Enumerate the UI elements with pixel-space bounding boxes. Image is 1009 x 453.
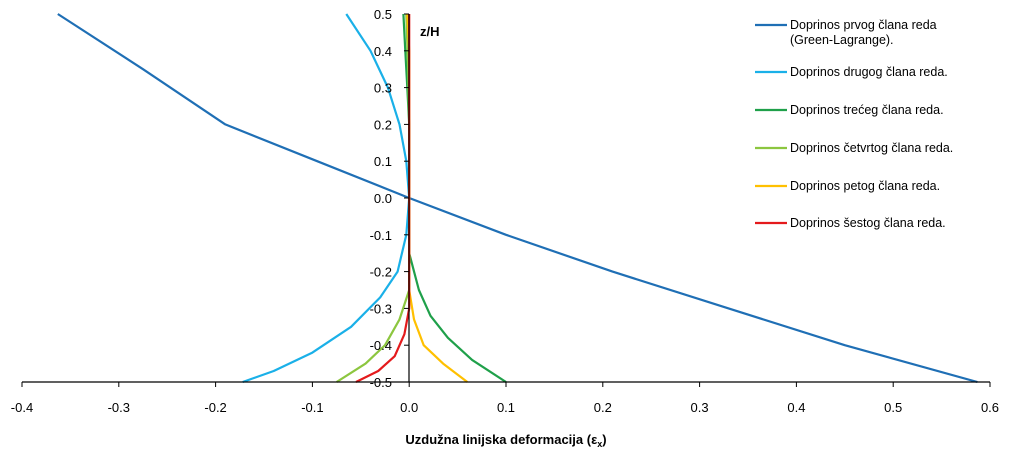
y-tick-label: 0.5 (374, 7, 392, 22)
legend-label-3: Doprinos trećeg člana reda. (790, 103, 944, 117)
y-tick-label: -0.2 (370, 265, 392, 280)
x-axis-title: Uzdužna linijska deformacija (εx) (405, 432, 606, 449)
series-line-3 (402, 13, 507, 383)
x-tick-label: -0.2 (204, 400, 226, 415)
y-tick-label: -0.5 (370, 375, 392, 390)
x-tick-label: 0.2 (594, 400, 612, 415)
x-tick-label: 0.1 (497, 400, 515, 415)
y-tick-label: 0.2 (374, 117, 392, 132)
x-tick-label: -0.3 (108, 400, 130, 415)
y-axis-title: z/H (420, 24, 440, 39)
y-tick-label: 0.3 (374, 81, 392, 96)
y-tick-label: 0.0 (374, 191, 392, 206)
legend-label-4: Doprinos četvrtog člana reda. (790, 141, 953, 155)
x-tick-label: 0.3 (691, 400, 709, 415)
y-tick-label: -0.1 (370, 228, 392, 243)
ticks-layer: -0.4 -0.3 -0.2 -0.1 0.0 0.1 0.2 0.3 0.4 0.5 0.6 0.5… (11, 7, 999, 415)
y-tick-label: -0.4 (370, 338, 392, 353)
legend: Doprinos prvog člana reda(Green-Lagrange… (755, 18, 953, 230)
series-line-1 (57, 13, 978, 384)
y-tick-label: 0.1 (374, 154, 392, 169)
y-tick-label: -0.3 (370, 301, 392, 316)
series-line-5 (406, 13, 468, 383)
x-tick-label: 0.0 (400, 400, 418, 415)
legend-label-6: Doprinos šestog člana reda. (790, 216, 946, 230)
legend-label-2: Doprinos drugog člana reda. (790, 65, 948, 79)
x-tick-label: -0.1 (301, 400, 323, 415)
x-tick-label: 0.5 (884, 400, 902, 415)
x-tick-label: -0.4 (11, 400, 33, 415)
x-tick-label: 0.6 (981, 400, 999, 415)
legend-label-1-line2: (Green-Lagrange). (790, 33, 894, 47)
x-tick-label: 0.4 (787, 400, 805, 415)
y-tick-label: 0.4 (374, 44, 392, 59)
legend-label-5: Doprinos petog člana reda. (790, 179, 940, 193)
legend-label-1: Doprinos prvog člana reda (790, 18, 937, 32)
series-line-4 (336, 13, 411, 383)
